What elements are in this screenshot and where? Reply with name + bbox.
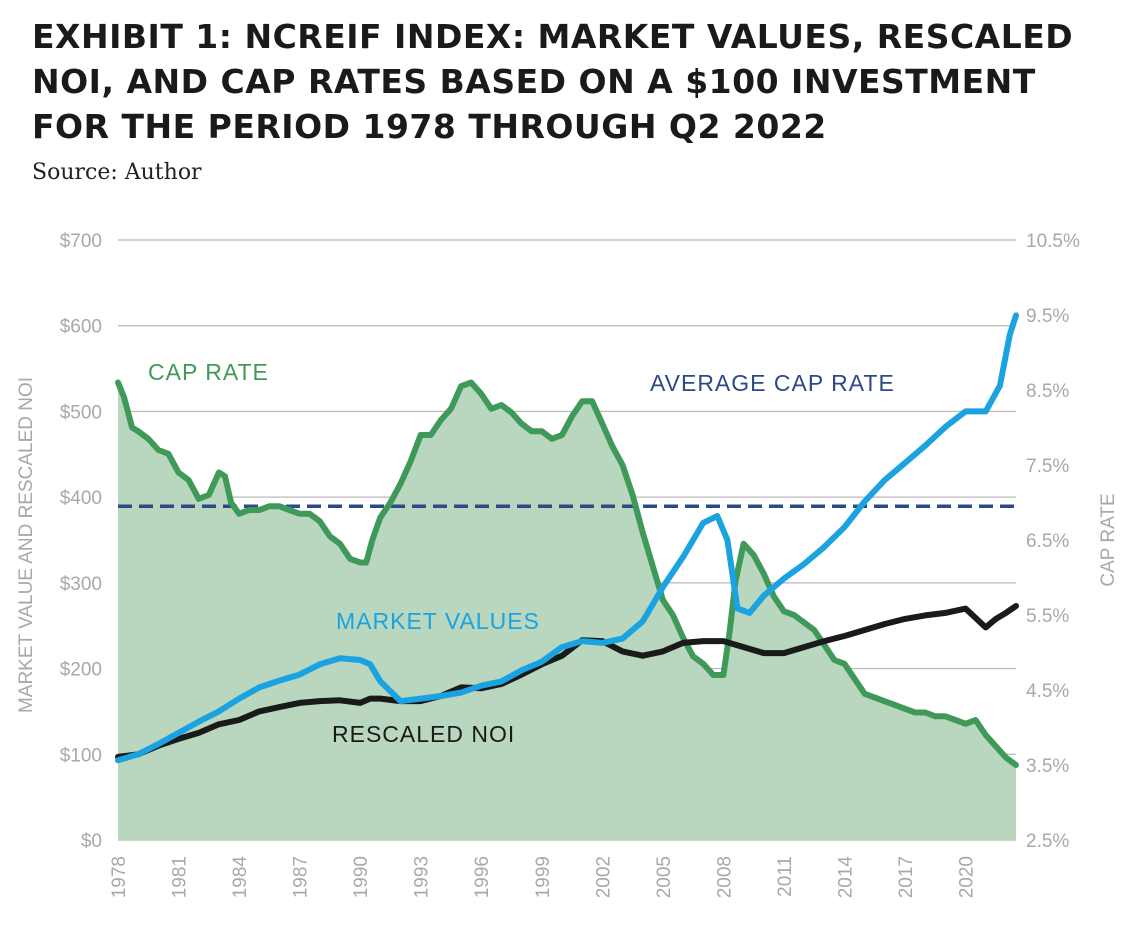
x-tick-label: 1987 <box>291 856 312 898</box>
cap-rate-area-layer <box>118 382 1016 840</box>
series-lines <box>115 312 1019 768</box>
x-tick-label: 1999 <box>533 856 554 898</box>
y2-tick-label: 4.5% <box>1026 681 1069 702</box>
x-tick-label: 2002 <box>593 856 614 898</box>
y-tick-label: $600 <box>60 317 102 338</box>
y-tick-label: $100 <box>60 745 102 766</box>
y-tick-label: $0 <box>81 831 102 852</box>
y2-tick-label: 5.5% <box>1026 606 1069 627</box>
y2-tick-label: 6.5% <box>1026 531 1069 552</box>
x-tick-label: 1978 <box>109 856 130 898</box>
y2-tick-label: 3.5% <box>1026 756 1069 777</box>
rescaled-noi-label: RESCALED NOI <box>332 721 515 747</box>
y2-axis-title: CAP RATE <box>1098 493 1119 586</box>
y2-tick-label: 7.5% <box>1026 456 1069 477</box>
axis-ticks: $0 $100 $200 $300 $400 $500 $600 $700 2.5% 3.5% 4.… <box>60 231 1080 898</box>
average-cap-rate-label: AVERAGE CAP RATE <box>650 370 895 396</box>
chart-source: Source: Author <box>32 160 202 185</box>
x-tick-label: 1996 <box>472 856 493 898</box>
y-tick-label: $200 <box>60 660 102 681</box>
y2-tick-label: 8.5% <box>1026 381 1069 402</box>
cap-rate-line <box>115 379 1019 768</box>
market-values-line <box>115 312 1019 764</box>
y-tick-label: $300 <box>60 574 102 595</box>
y2-tick-label: 10.5% <box>1026 231 1080 252</box>
cap-rate-area <box>118 382 1016 840</box>
x-tick-label: 2017 <box>896 856 917 898</box>
cap-rate-label: CAP RATE <box>148 359 269 385</box>
x-tick-label: 1984 <box>230 856 251 899</box>
y2-tick-label: 2.5% <box>1026 831 1069 852</box>
chart-title: EXHIBIT 1: NCREIF INDEX: MARKET VALUES, … <box>32 17 1074 146</box>
x-tick-label: 2020 <box>957 856 978 898</box>
x-tick-label: 1993 <box>412 856 433 898</box>
x-tick-label: 2008 <box>714 856 735 898</box>
x-tick-label: 2014 <box>835 856 856 899</box>
x-tick-label: 1990 <box>351 856 372 898</box>
x-tick-label: 1981 <box>170 856 191 898</box>
x-tick-label: 2005 <box>654 856 675 898</box>
y-tick-label: $500 <box>60 402 102 423</box>
market-values-label: MARKET VALUES <box>336 608 540 634</box>
rescaled-noi-line <box>115 603 1019 760</box>
y2-tick-label: 9.5% <box>1026 306 1069 327</box>
y-tick-label: $400 <box>60 488 102 509</box>
x-tick-label: 2011 <box>775 856 796 897</box>
y-axis-title: MARKET VALUE AND RESCALED NOI <box>16 377 37 713</box>
y-tick-label: $700 <box>60 231 102 252</box>
